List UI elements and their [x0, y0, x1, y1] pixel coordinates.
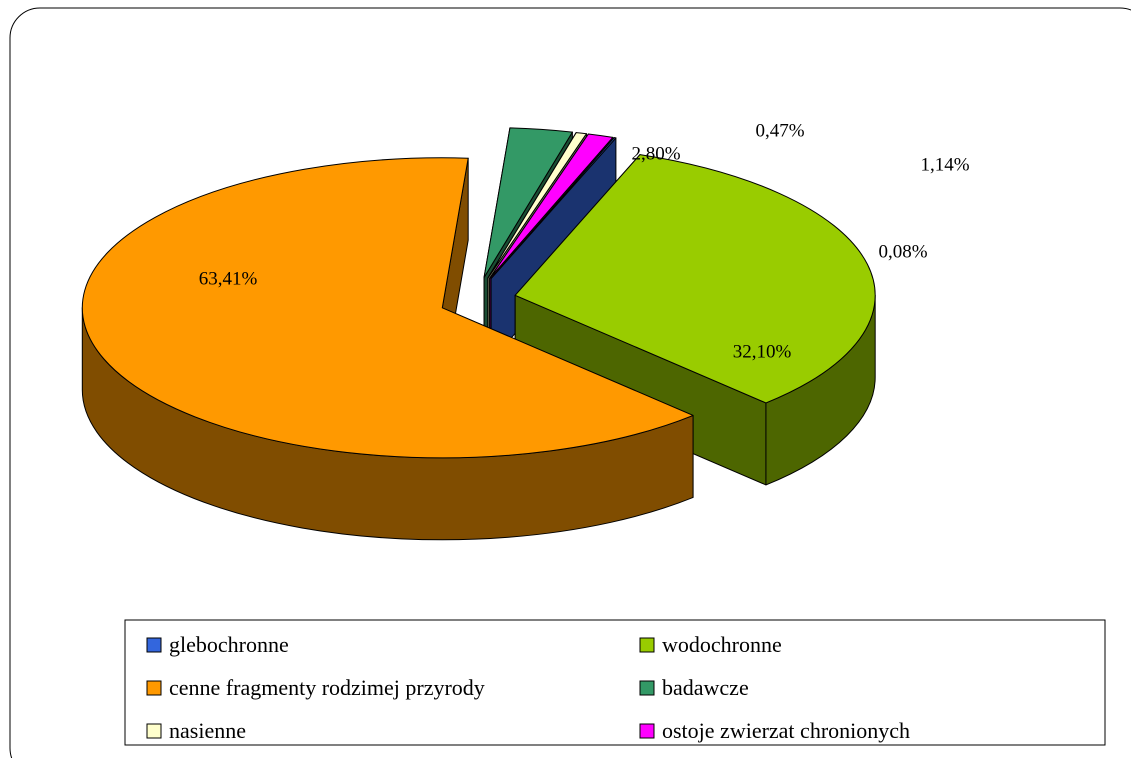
legend-swatch	[639, 723, 655, 739]
legend-swatch	[146, 680, 162, 696]
legend-label: badawcze	[662, 675, 749, 700]
data-label: 1,14%	[920, 154, 969, 175]
slice-top	[81, 157, 694, 459]
legend-swatch	[639, 680, 655, 696]
legend-label: cenne fragmenty rodzimej przyrody	[169, 675, 485, 700]
slice-top	[483, 127, 573, 278]
slice-top	[489, 133, 614, 279]
legend-box	[124, 619, 1106, 746]
slice	[514, 154, 876, 486]
pie: 0,08% 32,10% 63,41% 2,80% 0,47% 1,14%	[81, 120, 970, 541]
data-label: 32,10%	[733, 341, 792, 362]
legend: glebochronne wodochronne cenne fragmenty r…	[146, 632, 910, 743]
legend-label: ostoje zwierzat chronionych	[662, 718, 910, 743]
legend-label: nasienne	[169, 718, 246, 743]
data-label: 2,80%	[631, 143, 680, 164]
data-label: 63,41%	[199, 268, 258, 289]
legend-label: glebochronne	[169, 632, 289, 657]
slice	[81, 157, 694, 541]
slice-top	[490, 137, 617, 280]
slice-top	[514, 154, 876, 404]
slice-top	[487, 132, 587, 279]
data-label: 0,47%	[755, 120, 804, 141]
legend-swatch	[146, 637, 162, 653]
legend-swatch	[639, 637, 655, 653]
data-label: 0,08%	[878, 241, 927, 262]
legend-label: wodochronne	[662, 632, 782, 657]
legend-swatch	[146, 723, 162, 739]
